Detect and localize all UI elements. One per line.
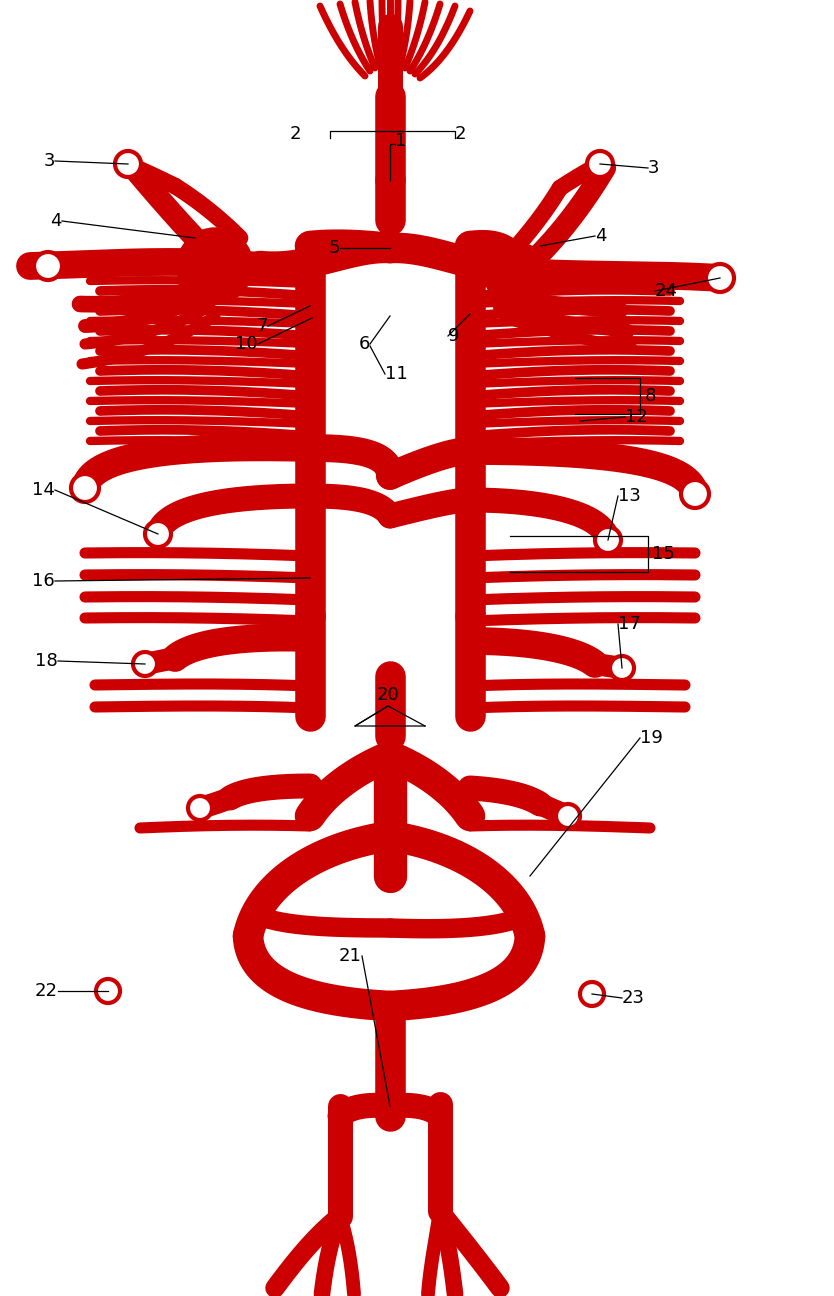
- Text: 14: 14: [33, 481, 55, 499]
- Circle shape: [34, 251, 62, 280]
- Text: 3: 3: [648, 159, 660, 178]
- Text: 18: 18: [35, 652, 58, 670]
- Circle shape: [556, 804, 580, 828]
- Text: 3: 3: [43, 152, 55, 170]
- Circle shape: [71, 474, 99, 502]
- Circle shape: [115, 152, 141, 178]
- Text: 22: 22: [35, 982, 58, 1001]
- Text: 13: 13: [618, 487, 641, 505]
- Text: 4: 4: [51, 213, 62, 229]
- Text: 8: 8: [645, 388, 656, 404]
- Text: 21: 21: [339, 947, 362, 966]
- Text: 2: 2: [455, 124, 466, 143]
- Circle shape: [96, 978, 120, 1003]
- Text: 23: 23: [622, 989, 645, 1007]
- Text: 20: 20: [377, 686, 399, 704]
- Circle shape: [133, 652, 157, 677]
- Text: 5: 5: [329, 238, 340, 257]
- Circle shape: [188, 796, 212, 820]
- Text: 24: 24: [655, 283, 678, 299]
- Text: 9: 9: [448, 327, 460, 345]
- Text: 11: 11: [385, 365, 408, 384]
- Text: 4: 4: [595, 227, 606, 245]
- Text: 15: 15: [652, 546, 675, 562]
- Text: 7: 7: [257, 318, 268, 334]
- Circle shape: [706, 264, 734, 292]
- Text: 1: 1: [395, 132, 406, 150]
- Circle shape: [587, 152, 613, 178]
- Circle shape: [486, 244, 554, 312]
- Circle shape: [610, 656, 634, 680]
- Text: 6: 6: [359, 334, 370, 353]
- Circle shape: [580, 982, 604, 1006]
- Text: 16: 16: [33, 572, 55, 590]
- Circle shape: [595, 527, 621, 553]
- Text: 19: 19: [640, 728, 663, 746]
- Circle shape: [177, 228, 253, 305]
- Circle shape: [681, 480, 709, 508]
- Text: 17: 17: [618, 616, 641, 632]
- Text: 10: 10: [235, 334, 258, 353]
- Circle shape: [145, 521, 171, 547]
- Text: 12: 12: [625, 408, 648, 426]
- Text: 2: 2: [289, 124, 301, 143]
